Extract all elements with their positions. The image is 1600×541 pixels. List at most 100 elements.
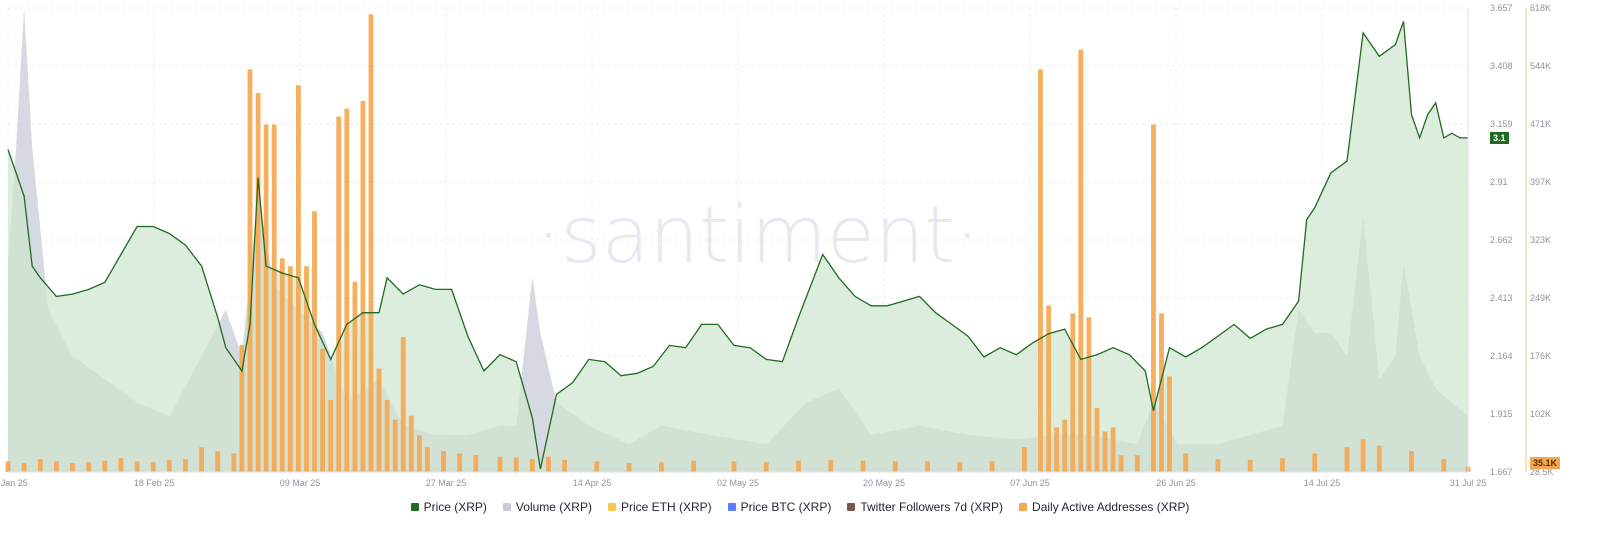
daa-bar (70, 462, 75, 472)
left-y-tick-label: 3.657 (1490, 3, 1513, 13)
left-y-tick-label: 1.915 (1490, 409, 1513, 419)
legend-swatch (502, 503, 511, 511)
x-tick-label: 20 May 25 (863, 478, 905, 488)
daa-bar (763, 462, 769, 472)
daa-bar (102, 460, 108, 472)
daa-bar (231, 453, 237, 472)
daa-bar (562, 459, 567, 472)
daa-bar (166, 459, 172, 472)
x-tick-label: 09 Mar 25 (280, 478, 321, 488)
daa-bar (199, 447, 204, 472)
legend-swatch (727, 503, 736, 511)
legend-label: Price ETH (XRP) (620, 500, 712, 514)
daa-bar (1247, 459, 1253, 472)
right-y-axis-ticks: 618K 544K 471K 397K 323K 249K 176K 102K 28.5K (1530, 3, 1554, 477)
current-daa-badge: 35.1K (1530, 456, 1561, 469)
daa-bar (1070, 313, 1076, 472)
right-y-tick-label: 28.5K (1530, 467, 1554, 477)
daa-bar (304, 266, 309, 472)
daa-bar (513, 457, 519, 472)
x-tick-label: 14 Jul 25 (1304, 478, 1341, 488)
daa-bar (659, 462, 664, 472)
daa-bar (344, 108, 350, 472)
daa-bar (1151, 124, 1156, 472)
daa-bar (312, 211, 317, 472)
daa-bar (546, 456, 551, 472)
daa-bar (731, 461, 737, 472)
legend-item[interactable]: Price BTC (XRP) (727, 500, 831, 514)
daa-bar (5, 461, 11, 472)
daa-bar (1078, 49, 1084, 472)
x-tick-label: 31 Jan 25 (0, 478, 28, 488)
daa-bar (134, 461, 140, 472)
daa-bar (1376, 445, 1382, 472)
legend-item[interactable]: Price ETH (XRP) (607, 500, 712, 514)
daa-bar (441, 451, 446, 472)
daa-bar (1360, 439, 1366, 472)
left-y-tick-label: 1.667 (1490, 467, 1513, 477)
daa-bar (691, 460, 696, 472)
daa-bar (989, 461, 995, 472)
daa-bar (1038, 69, 1043, 473)
daa-bar (1094, 407, 1100, 472)
daa-bar (1134, 455, 1140, 472)
legend-item[interactable]: Twitter Followers 7d (XRP) (847, 500, 1003, 514)
daa-bar (1062, 419, 1068, 472)
daa-bar (86, 462, 92, 472)
watermark: ·santiment· (536, 191, 980, 281)
legend-label: Volume (XRP) (515, 500, 592, 514)
daa-bar (425, 447, 430, 472)
daa-bar (21, 462, 27, 472)
left-y-tick-label: 3.159 (1490, 119, 1513, 129)
daa-bar (1183, 453, 1189, 472)
daa-bar (529, 459, 535, 472)
x-tick-label: 02 May 25 (717, 478, 759, 488)
daa-bar (860, 460, 866, 472)
x-tick-label: 27 Mar 25 (426, 478, 467, 488)
daa-bar (1441, 459, 1447, 472)
daa-bar (54, 461, 59, 472)
right-y-tick-label: 471K (1530, 119, 1551, 129)
daa-bar (37, 459, 43, 472)
daa-bar (1046, 305, 1051, 472)
daa-bar (1409, 451, 1414, 472)
x-tick-label: 14 Apr 25 (573, 478, 612, 488)
legend-label: Price (XRP) (423, 500, 487, 514)
x-tick-label: 26 Jun 25 (1156, 478, 1196, 488)
daa-bar (400, 337, 406, 472)
daa-bar (255, 93, 261, 472)
daa-bar (1215, 459, 1221, 472)
legend-swatch (410, 503, 419, 511)
daa-bar (1167, 376, 1172, 472)
x-tick-label: 07 Jun 25 (1010, 478, 1050, 488)
daa-bar (1022, 447, 1027, 472)
daa-bar (1086, 317, 1092, 472)
daa-bar (215, 451, 221, 472)
daa-bar (408, 415, 414, 472)
daa-bar (360, 100, 366, 473)
daa-bar (279, 258, 285, 472)
current-price-badge: 3.1 (1490, 131, 1509, 144)
legend-swatch (607, 503, 616, 511)
daa-bar (336, 116, 342, 472)
daa-bar (384, 400, 390, 472)
daa-bar (376, 368, 382, 472)
daa-bar (271, 124, 277, 472)
right-y-tick-label: 618K (1530, 3, 1551, 13)
x-tick-label: 18 Feb 25 (134, 478, 175, 488)
daa-bar (247, 69, 253, 473)
daa-bar (892, 461, 898, 472)
right-y-tick-label: 544K (1530, 61, 1551, 71)
daa-bar (1054, 427, 1059, 472)
daa-bar (626, 462, 632, 472)
legend-item[interactable]: Daily Active Addresses (XRP) (1019, 500, 1189, 514)
daa-bar (417, 435, 422, 472)
daa-bar (925, 461, 930, 472)
legend-label: Twitter Followers 7d (XRP) (860, 500, 1004, 514)
daa-bar (352, 281, 358, 472)
daa-bar (473, 455, 479, 472)
left-y-tick-label: 2.662 (1490, 235, 1513, 245)
legend-item[interactable]: Volume (XRP) (502, 500, 592, 514)
daa-bar (287, 266, 293, 472)
legend-item[interactable]: Price (XRP) (410, 500, 487, 514)
